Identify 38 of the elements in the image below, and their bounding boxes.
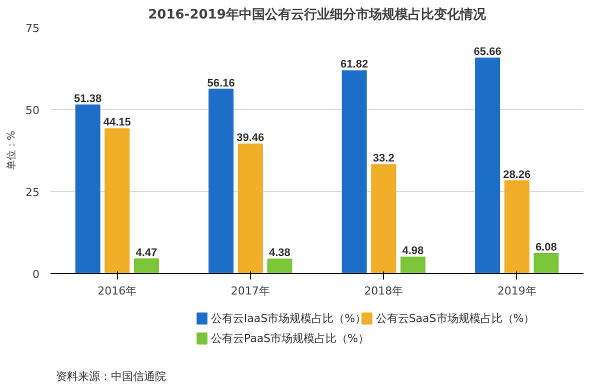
data-label: 4.98 xyxy=(402,245,424,258)
y-tick-label: 0 xyxy=(32,268,40,281)
x-tick-label: 2019年 xyxy=(497,284,536,298)
legend-label: 公有云IaaS市场规模占比（%） xyxy=(210,312,366,325)
y-tick-label: 25 xyxy=(26,186,40,199)
data-label: 61.82 xyxy=(340,58,368,71)
bar xyxy=(371,164,396,274)
data-label: 4.38 xyxy=(268,247,290,260)
bar xyxy=(475,58,500,274)
x-tick-label: 2017年 xyxy=(230,284,270,298)
data-label: 28.26 xyxy=(503,168,531,181)
bar xyxy=(104,128,130,274)
data-label: 39.46 xyxy=(236,132,264,144)
data-label: 44.15 xyxy=(103,116,131,129)
bar xyxy=(342,70,367,274)
data-label: 51.38 xyxy=(74,92,102,105)
data-label: 4.47 xyxy=(136,246,158,259)
data-label: 33.2 xyxy=(372,152,394,165)
x-tick-label: 2018年 xyxy=(364,284,404,298)
x-tick-label: 2016年 xyxy=(98,284,137,298)
y-tick-label: 75 xyxy=(26,22,40,35)
data-label: 56.16 xyxy=(207,77,235,90)
y-tick-label: 50 xyxy=(26,104,40,117)
bar xyxy=(534,253,559,274)
y-axis-title: 单位：% xyxy=(6,130,18,170)
legend-label: 公有云PaaS市场规模占比（%） xyxy=(210,332,369,345)
bar xyxy=(400,256,426,274)
bar xyxy=(267,258,292,274)
bar xyxy=(134,258,159,274)
bar xyxy=(238,144,263,274)
legend-label: 公有云SaaS市场规模占比（%） xyxy=(376,312,535,325)
data-label: 6.08 xyxy=(535,242,557,254)
chart-title: 2016-2019年中国公有云行业细分市场规模占比变化情况 xyxy=(148,6,487,22)
bar xyxy=(75,104,100,274)
text: 资料来源：中国信通院 xyxy=(56,370,166,383)
bar xyxy=(208,88,234,274)
bar xyxy=(504,180,530,274)
data-label: 65.66 xyxy=(474,46,502,58)
